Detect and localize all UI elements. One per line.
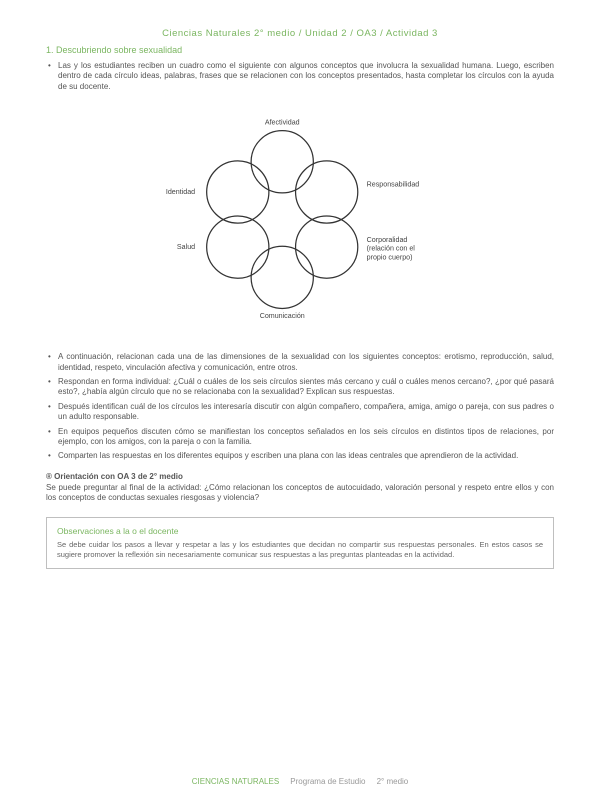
label-right-lower-sub1: (relación con el <box>367 245 416 253</box>
footer-brand: CIENCIAS NATURALES <box>192 777 279 786</box>
circle-left-lower <box>207 216 269 278</box>
subsection-title: ® Orientación con OA 3 de 2° medio <box>46 472 554 481</box>
concept-diagram: Afectividad Responsabilidad Corporalidad… <box>140 100 460 340</box>
circle-top <box>251 131 313 193</box>
label-left-lower: Salud <box>177 243 195 251</box>
bullet-3: Después identifican cuál de los círculos… <box>46 402 554 423</box>
circle-bottom <box>251 246 313 308</box>
bullet-1: A continuación, relacionan cada una de l… <box>46 352 554 373</box>
circle-left-upper <box>207 161 269 223</box>
page: { "header":"Ciencias Naturales 2° medio … <box>0 0 600 800</box>
diagram-container: Afectividad Responsabilidad Corporalidad… <box>46 100 554 340</box>
intro-list: Las y los estudiantes reciben un cuadro … <box>46 61 554 92</box>
bullet-2: Respondan en forma individual: ¿Cuál o c… <box>46 377 554 398</box>
subsection-text: Se puede preguntar al final de la activi… <box>46 483 554 504</box>
bullet-5: Comparten las respuestas en los diferent… <box>46 451 554 461</box>
label-bottom: Comunicación <box>260 312 305 320</box>
circle-right-upper <box>296 161 358 223</box>
bullet-4: En equipos pequeños discuten cómo se man… <box>46 427 554 448</box>
footer-mid: Programa de Estudio <box>290 777 365 786</box>
teacher-note-body: Se debe cuidar los pasos a llevar y resp… <box>57 540 543 560</box>
label-right-lower: Corporalidad <box>367 236 408 244</box>
circle-right-lower <box>296 216 358 278</box>
section-title: 1. Descubriendo sobre sexualidad <box>46 45 554 55</box>
teacher-note-box: Observaciones a la o el docente Se debe … <box>46 517 554 569</box>
breadcrumb-header: Ciencias Naturales 2° medio / Unidad 2 /… <box>46 28 554 39</box>
intro-bullet: Las y los estudiantes reciben un cuadro … <box>46 61 554 92</box>
label-right-lower-sub2: propio cuerpo) <box>367 254 413 262</box>
footer-right: 2° medio <box>377 777 409 786</box>
label-right-upper: Responsabilidad <box>367 181 420 189</box>
label-left-upper: Identidad <box>166 188 195 196</box>
main-bullets: A continuación, relacionan cada una de l… <box>46 352 554 462</box>
label-top: Afectividad <box>265 119 300 127</box>
teacher-note-title: Observaciones a la o el docente <box>57 526 543 536</box>
footer: CIENCIAS NATURALES Programa de Estudio 2… <box>0 777 600 786</box>
